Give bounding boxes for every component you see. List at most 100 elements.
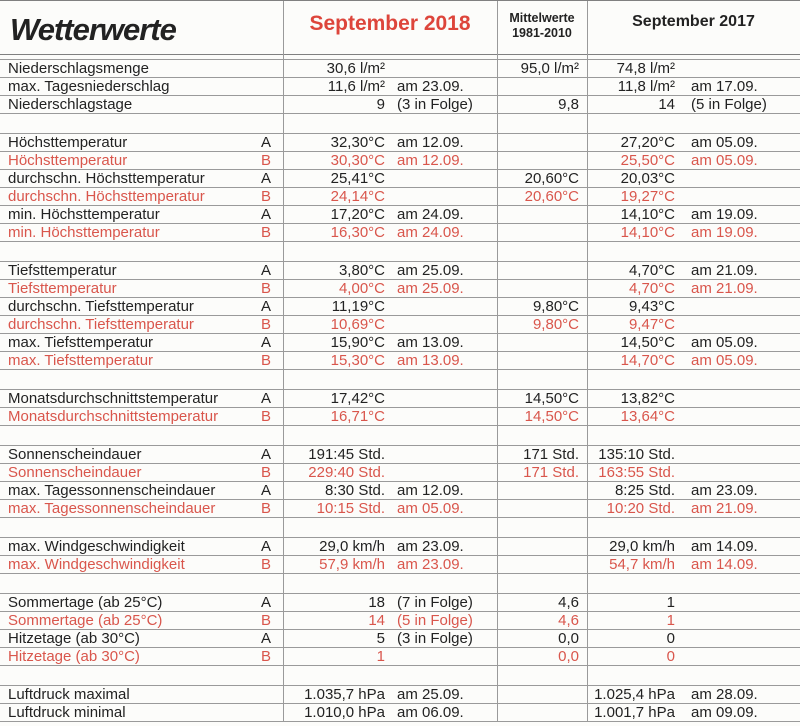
date-2017 <box>687 188 800 205</box>
value-2017: 14,70°C <box>620 352 675 369</box>
date-2017 <box>687 464 800 481</box>
row-label: durchschn. Höchsttemperatur <box>8 188 205 205</box>
value-mittelwerte: 171 Std. <box>523 464 579 481</box>
date-2018: am 24.09. <box>397 206 464 223</box>
value-mittelwerte <box>497 352 587 369</box>
value-2018: 16,71°C <box>330 408 385 425</box>
value-mittelwerte <box>497 262 587 279</box>
value-mittelwerte <box>497 78 587 95</box>
date-2018 <box>395 170 497 187</box>
row-variant: B <box>260 224 271 241</box>
date-2017: am 05.09. <box>691 152 758 169</box>
value-2018: 18 <box>368 594 385 611</box>
value-mittelwerte <box>497 704 587 721</box>
section-spacer <box>0 114 800 134</box>
row-label: min. Höchsttemperatur <box>8 224 160 241</box>
row-variant: B <box>260 152 271 169</box>
header-divider-gap <box>0 55 800 60</box>
value-2017: 135:10 Std. <box>598 446 675 463</box>
value-mittelwerte: 4,6 <box>558 594 579 611</box>
table-row: durchschn. Tiefsttemperatur A 11,19°C 9,… <box>0 298 800 316</box>
table-body: Niederschlagsmenge 30,6 l/m² 95,0 l/m² 7… <box>0 60 800 722</box>
date-2017: am 14.09. <box>691 556 758 573</box>
date-2017 <box>687 298 800 315</box>
table-row: max. Windgeschwindigkeit A 29,0 km/h am … <box>0 538 800 556</box>
row-label: Tiefsttemperatur <box>8 280 117 297</box>
row-label: max. Tagesniederschlag <box>8 78 170 95</box>
value-2018: 9 <box>376 96 385 113</box>
date-2017: am 21.09. <box>691 500 758 517</box>
row-label: max. Tagessonnenscheindauer <box>8 500 216 517</box>
column-header-mittelwerte: Mittelwerte 1981-2010 <box>497 1 587 54</box>
row-variant: A <box>260 446 271 463</box>
date-2017: am 28.09. <box>691 686 758 703</box>
date-2018: am 12.09. <box>397 152 464 169</box>
table-row: max. Tiefsttemperatur B 15,30°C am 13.09… <box>0 352 800 370</box>
row-variant: B <box>260 648 271 665</box>
value-2017: 163:55 Std. <box>598 464 675 481</box>
date-2018: am 13.09. <box>397 334 464 351</box>
value-2018: 30,6 l/m² <box>326 60 385 77</box>
value-2017: 9,47°C <box>628 316 675 333</box>
row-variant: B <box>260 464 271 481</box>
value-2018: 8:30 Std. <box>324 482 385 499</box>
date-2017: am 21.09. <box>691 262 758 279</box>
page-title: Wetterwerte <box>10 12 177 47</box>
date-2017 <box>687 594 800 611</box>
date-2018: am 05.09. <box>397 500 464 517</box>
date-2017 <box>687 170 800 187</box>
date-2018 <box>395 316 497 333</box>
date-2018: am 24.09. <box>397 224 464 241</box>
date-2018: (3 in Folge) <box>397 96 473 113</box>
row-label: durchschn. Tiefsttemperatur <box>8 298 194 315</box>
value-2018: 1.035,7 hPa <box>304 686 385 703</box>
column-header-september-2018: September 2018 <box>309 12 471 35</box>
date-2018: am 23.09. <box>397 538 464 555</box>
date-2018: am 06.09. <box>397 704 464 721</box>
date-2017 <box>687 408 800 425</box>
value-mittelwerte: 20,60°C <box>524 188 579 205</box>
value-mittelwerte <box>497 556 587 573</box>
value-mittelwerte: 171 Std. <box>523 446 579 463</box>
date-2018 <box>395 648 497 665</box>
table-row: max. Tagessonnenscheindauer B 10:15 Std.… <box>0 500 800 518</box>
column-divider-1 <box>283 1 284 722</box>
row-label: Monatsdurchschnittstemperatur <box>8 408 219 425</box>
row-label: Sommertage (ab 25°C) <box>8 594 163 611</box>
date-2017: am 19.09. <box>691 224 758 241</box>
table-row: Sommertage (ab 25°C) B 14 (5 in Folge) 4… <box>0 612 800 630</box>
date-2018: (5 in Folge) <box>397 612 473 629</box>
value-2017: 54,7 km/h <box>609 556 675 573</box>
date-2018: am 23.09. <box>397 556 464 573</box>
date-2018 <box>395 408 497 425</box>
date-2017 <box>687 390 800 407</box>
table-row: Niederschlagstage 9 (3 in Folge) 9,8 14 … <box>0 96 800 114</box>
date-2017: am 05.09. <box>691 352 758 369</box>
date-2018: am 13.09. <box>397 352 464 369</box>
value-2018: 24,14°C <box>330 188 385 205</box>
value-mittelwerte <box>497 538 587 555</box>
date-2017: am 19.09. <box>691 206 758 223</box>
mittelwerte-period: 1981-2010 <box>512 26 572 40</box>
value-2017: 27,20°C <box>620 134 675 151</box>
row-variant: B <box>260 500 271 517</box>
value-2018: 191:45 Std. <box>308 446 385 463</box>
value-mittelwerte <box>497 152 587 169</box>
table-row: Tiefsttemperatur B 4,00°C am 25.09. 4,70… <box>0 280 800 298</box>
table-row: Sommertage (ab 25°C) A 18 (7 in Folge) 4… <box>0 594 800 612</box>
table-row: max. Tagesniederschlag 11,6 l/m² am 23.0… <box>0 78 800 96</box>
value-mittelwerte: 0,0 <box>558 648 579 665</box>
value-2018: 25,41°C <box>330 170 385 187</box>
value-2018: 5 <box>376 630 385 647</box>
date-2017: am 05.09. <box>691 334 758 351</box>
value-2018: 57,9 km/h <box>319 556 385 573</box>
table-row: Sonnenscheindauer B 229:40 Std. 171 Std.… <box>0 464 800 482</box>
value-2018: 29,0 km/h <box>319 538 385 555</box>
table-row: max. Windgeschwindigkeit B 57,9 km/h am … <box>0 556 800 574</box>
mittelwerte-label: Mittelwerte <box>509 11 575 25</box>
row-variant: A <box>260 482 271 499</box>
row-variant: B <box>260 316 271 333</box>
row-label: Höchsttemperatur <box>8 134 128 151</box>
value-2018: 17,20°C <box>330 206 385 223</box>
value-mittelwerte <box>497 206 587 223</box>
